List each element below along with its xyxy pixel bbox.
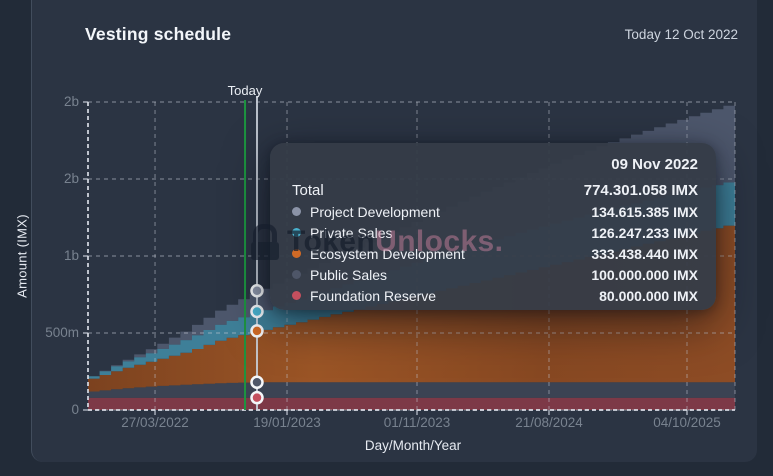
hover-marker-private-sales [250, 304, 264, 319]
y-axis-title: Amount (IMX) [14, 214, 30, 298]
tooltip-date: 09 Nov 2022 [611, 156, 698, 173]
tooltip-row: Private Sales 126.247.233 IMX [292, 222, 698, 243]
series-value: 80.000.000 IMX [599, 287, 698, 304]
series-label: Public Sales [310, 266, 388, 283]
tooltip-row: Ecosystem Development 333.438.440 IMX [292, 243, 698, 264]
series-value: 126.247.233 IMX [591, 224, 698, 241]
series-value: 333.438.440 IMX [591, 245, 698, 262]
hover-marker-project-development [250, 284, 264, 298]
hover-marker-ecosystem-development [250, 324, 264, 338]
x-tick-label: 19/01/2023 [253, 415, 321, 430]
tooltip-row: Public Sales 100.000.000 IMX [292, 264, 698, 285]
x-tick-label: 01/11/2023 [384, 415, 451, 430]
series-color-dot [292, 207, 301, 216]
series-label: Project Development [310, 203, 440, 220]
x-tick-label: 04/10/2025 [653, 415, 721, 430]
series-color-dot [292, 228, 301, 237]
tooltip-total-label: Total [292, 181, 324, 199]
area-public-sales [88, 382, 735, 398]
y-tick-label: 500m [45, 325, 79, 340]
series-label: Private Sales [310, 224, 393, 241]
x-axis-title: Day/Month/Year [364, 438, 462, 453]
chart-tooltip: 09 Nov 2022 Total 774.301.058 IMX Projec… [270, 143, 716, 310]
series-value: 134.615.385 IMX [591, 203, 698, 220]
series-label: Ecosystem Development [310, 245, 465, 262]
y-tick-label: 2b [64, 171, 79, 186]
x-tick-label: 21/08/2024 [515, 415, 583, 430]
series-label: Foundation Reserve [310, 287, 437, 304]
today-date-label: Today 12 Oct 2022 [624, 27, 738, 42]
series-value: 100.000.000 IMX [591, 266, 698, 283]
series-color-dot [292, 291, 301, 300]
series-color-dot [292, 270, 301, 279]
x-tick-label: 27/03/2022 [121, 415, 189, 430]
tooltip-total-row: Total 774.301.058 IMX [292, 179, 698, 201]
y-tick-label: 0 [71, 402, 79, 417]
hover-marker-foundation-reserve [250, 390, 264, 405]
page-title: Vesting schedule [85, 24, 232, 44]
y-tick-label: 2b [64, 94, 79, 109]
area-foundation-reserve [88, 397, 735, 410]
y-tick-label: 1b [64, 248, 79, 263]
today-marker-label: Today [227, 83, 263, 98]
tooltip-row: Project Development 134.615.385 IMX [292, 201, 698, 222]
tooltip-total-value: 774.301.058 IMX [583, 181, 698, 199]
series-color-dot [292, 249, 301, 258]
tooltip-row: Foundation Reserve 80.000.000 IMX [292, 285, 698, 306]
hover-marker-public-sales [250, 375, 264, 390]
